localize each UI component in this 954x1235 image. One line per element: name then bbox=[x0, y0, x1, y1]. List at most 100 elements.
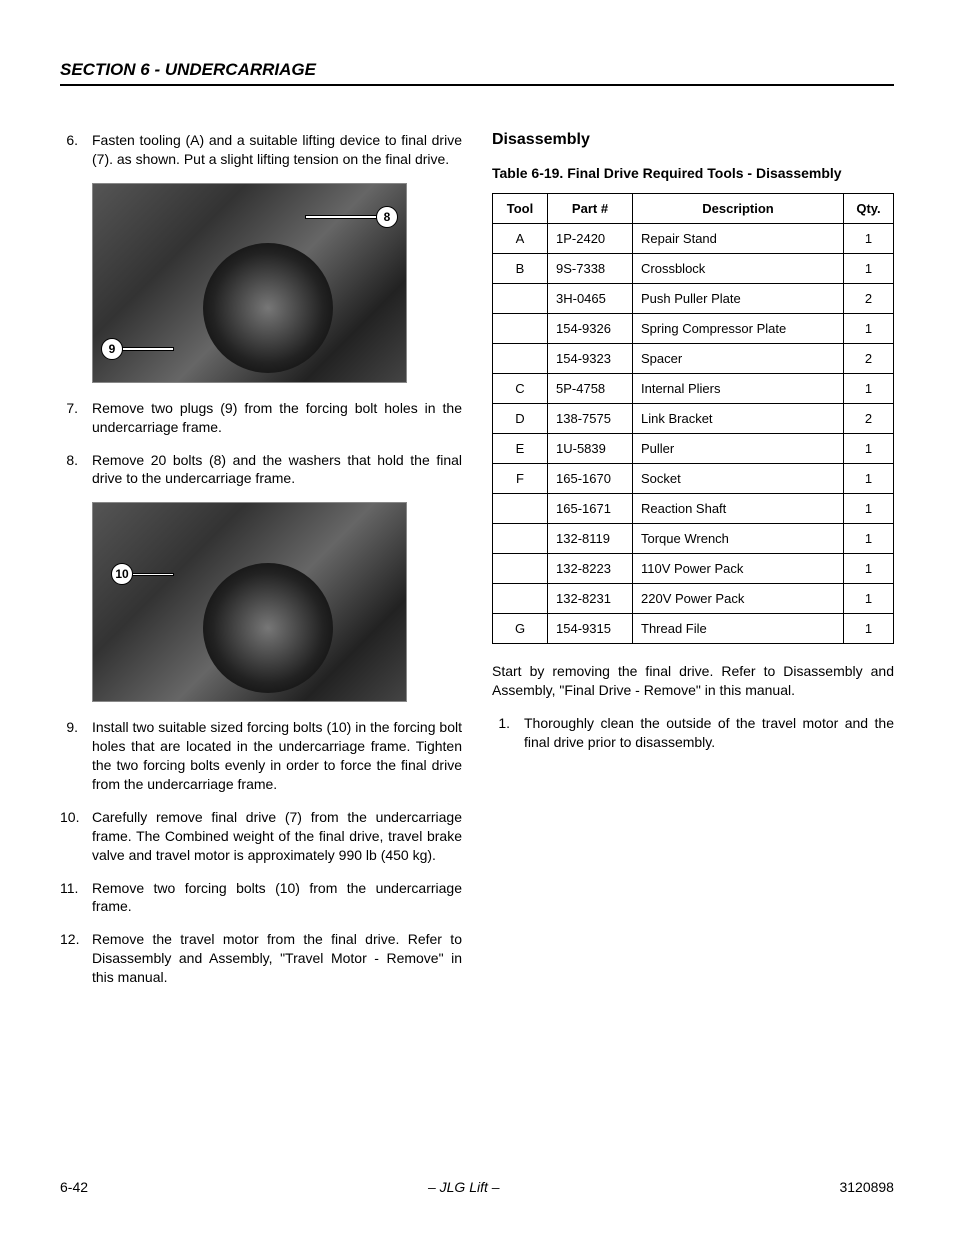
cell-qty: 2 bbox=[844, 344, 894, 374]
cell-part: 154-9323 bbox=[548, 344, 633, 374]
col-qty: Qty. bbox=[844, 194, 894, 224]
col-desc: Description bbox=[633, 194, 844, 224]
table-row: B9S-7338Crossblock1 bbox=[493, 254, 894, 284]
cell-part: 132-8223 bbox=[548, 554, 633, 584]
cell-desc: Link Bracket bbox=[633, 404, 844, 434]
cell-qty: 1 bbox=[844, 614, 894, 644]
cell-tool: A bbox=[493, 224, 548, 254]
cell-desc: Push Puller Plate bbox=[633, 284, 844, 314]
cell-tool: C bbox=[493, 374, 548, 404]
cell-tool bbox=[493, 344, 548, 374]
step-6: 6. Fasten tooling (A) and a suitable lif… bbox=[60, 131, 462, 169]
cell-tool bbox=[493, 314, 548, 344]
cell-qty: 1 bbox=[844, 434, 894, 464]
step-number: 10. bbox=[60, 808, 92, 865]
right-column: Disassembly Table 6-19. Final Drive Requ… bbox=[492, 131, 894, 1001]
step-9: 9. Install two suitable sized forcing bo… bbox=[60, 718, 462, 794]
step-11: 11. Remove two forcing bolts (10) from t… bbox=[60, 879, 462, 917]
col-tool: Tool bbox=[493, 194, 548, 224]
table-row: D138-7575Link Bracket2 bbox=[493, 404, 894, 434]
disassembly-step-1: 1. Thoroughly clean the outside of the t… bbox=[492, 714, 894, 752]
callout-bubble: 10 bbox=[111, 563, 133, 585]
footer-brand: – JLG Lift – bbox=[428, 1179, 500, 1195]
table-row: 165-1671Reaction Shaft1 bbox=[493, 494, 894, 524]
cell-qty: 1 bbox=[844, 464, 894, 494]
cell-desc: Crossblock bbox=[633, 254, 844, 284]
step-text: Carefully remove final drive (7) from th… bbox=[92, 808, 462, 865]
table-row: F165-1670Socket1 bbox=[493, 464, 894, 494]
cell-tool bbox=[493, 584, 548, 614]
cell-desc: Socket bbox=[633, 464, 844, 494]
cell-desc: Puller bbox=[633, 434, 844, 464]
cell-desc: Spacer bbox=[633, 344, 844, 374]
page-footer: 6-42 – JLG Lift – 3120898 bbox=[60, 1179, 894, 1195]
table-row: 154-9323Spacer2 bbox=[493, 344, 894, 374]
cell-tool bbox=[493, 524, 548, 554]
cell-part: 165-1670 bbox=[548, 464, 633, 494]
footer-doc-number: 3120898 bbox=[839, 1179, 894, 1195]
table-row: E1U-5839Puller1 bbox=[493, 434, 894, 464]
step-number: 1. bbox=[492, 714, 524, 752]
cell-part: 165-1671 bbox=[548, 494, 633, 524]
figure-2: 10 bbox=[92, 502, 407, 702]
step-text: Remove two plugs (9) from the forcing bo… bbox=[92, 399, 462, 437]
cell-qty: 1 bbox=[844, 584, 894, 614]
step-text: Fasten tooling (A) and a suitable liftin… bbox=[92, 131, 462, 169]
callout-9: 9 bbox=[101, 338, 173, 360]
step-text: Install two suitable sized forcing bolts… bbox=[92, 718, 462, 794]
step-number: 7. bbox=[60, 399, 92, 437]
step-8: 8. Remove 20 bolts (8) and the washers t… bbox=[60, 451, 462, 489]
step-number: 11. bbox=[60, 879, 92, 917]
table-row: 154-9326Spring Compressor Plate1 bbox=[493, 314, 894, 344]
cell-desc: Reaction Shaft bbox=[633, 494, 844, 524]
cell-tool: F bbox=[493, 464, 548, 494]
cell-desc: Repair Stand bbox=[633, 224, 844, 254]
callout-8: 8 bbox=[306, 206, 398, 228]
cell-part: 154-9315 bbox=[548, 614, 633, 644]
cell-qty: 1 bbox=[844, 494, 894, 524]
step-number: 6. bbox=[60, 131, 92, 169]
cell-tool: B bbox=[493, 254, 548, 284]
cell-part: 3H-0465 bbox=[548, 284, 633, 314]
cell-desc: Torque Wrench bbox=[633, 524, 844, 554]
figure-1: 8 9 bbox=[92, 183, 407, 383]
cell-tool bbox=[493, 554, 548, 584]
cell-qty: 2 bbox=[844, 404, 894, 434]
callout-bubble: 8 bbox=[376, 206, 398, 228]
cell-qty: 2 bbox=[844, 284, 894, 314]
cell-desc: Internal Pliers bbox=[633, 374, 844, 404]
cell-qty: 1 bbox=[844, 524, 894, 554]
cell-tool bbox=[493, 284, 548, 314]
cell-qty: 1 bbox=[844, 374, 894, 404]
step-text: Thoroughly clean the outside of the trav… bbox=[524, 714, 894, 752]
cell-part: 5P-4758 bbox=[548, 374, 633, 404]
left-column: 6. Fasten tooling (A) and a suitable lif… bbox=[60, 131, 462, 1001]
table-row: 132-8223110V Power Pack1 bbox=[493, 554, 894, 584]
cell-tool bbox=[493, 494, 548, 524]
table-row: 3H-0465Push Puller Plate2 bbox=[493, 284, 894, 314]
cell-part: 154-9326 bbox=[548, 314, 633, 344]
footer-page-number: 6-42 bbox=[60, 1179, 88, 1195]
cell-qty: 1 bbox=[844, 224, 894, 254]
table-caption: Table 6-19. Final Drive Required Tools -… bbox=[492, 165, 894, 181]
table-header-row: Tool Part # Description Qty. bbox=[493, 194, 894, 224]
callout-bubble: 9 bbox=[101, 338, 123, 360]
disassembly-intro: Start by removing the final drive. Refer… bbox=[492, 662, 894, 700]
cell-desc: 110V Power Pack bbox=[633, 554, 844, 584]
step-10: 10. Carefully remove final drive (7) fro… bbox=[60, 808, 462, 865]
cell-qty: 1 bbox=[844, 554, 894, 584]
table-row: 132-8231220V Power Pack1 bbox=[493, 584, 894, 614]
cell-part: 132-8119 bbox=[548, 524, 633, 554]
step-text: Remove the travel motor from the final d… bbox=[92, 930, 462, 987]
table-row: C5P-4758Internal Pliers1 bbox=[493, 374, 894, 404]
cell-part: 132-8231 bbox=[548, 584, 633, 614]
cell-qty: 1 bbox=[844, 254, 894, 284]
table-row: G154-9315Thread File1 bbox=[493, 614, 894, 644]
cell-tool: D bbox=[493, 404, 548, 434]
section-header: SECTION 6 - UNDERCARRIAGE bbox=[60, 60, 894, 86]
callout-10: 10 bbox=[111, 563, 173, 585]
cell-desc: Thread File bbox=[633, 614, 844, 644]
col-part: Part # bbox=[548, 194, 633, 224]
cell-desc: Spring Compressor Plate bbox=[633, 314, 844, 344]
cell-part: 138-7575 bbox=[548, 404, 633, 434]
